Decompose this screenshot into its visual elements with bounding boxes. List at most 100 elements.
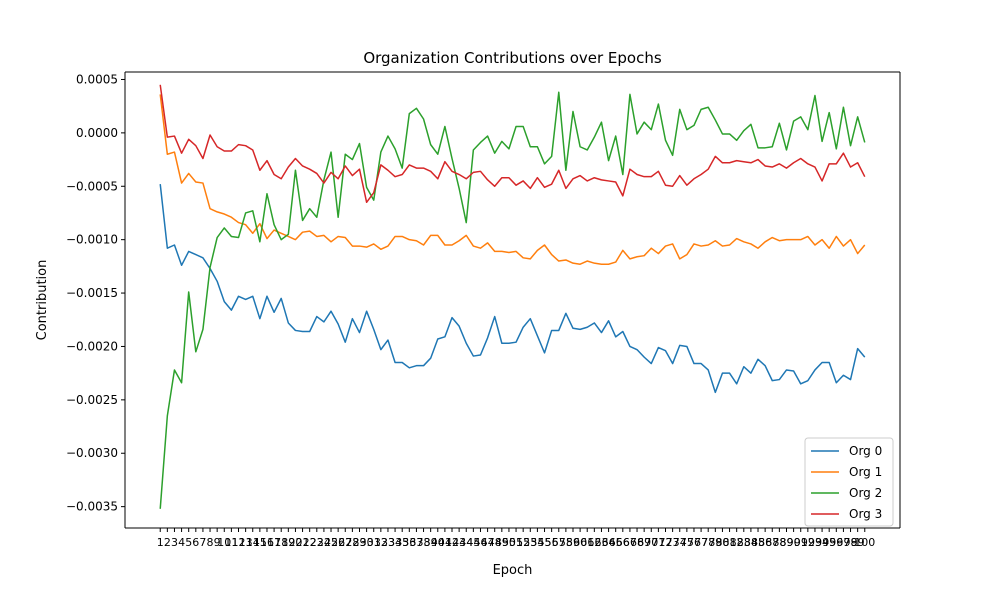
x-tick-label: 97 [836,536,850,549]
x-tick-label: 43 [452,536,466,549]
y-tick-label: 0.0005 [76,72,118,86]
x-tick-label: 80 [715,536,729,549]
x-tick-label: 52 [516,536,530,549]
x-tick-label: 18 [274,536,288,549]
axes-frame [124,71,901,529]
x-tick-label: 45 [466,536,480,549]
x-tick-label: 84 [744,536,758,549]
x-tick-label: 5 [185,536,192,549]
x-tick-label: 98 [844,536,858,549]
x-tick-label: 37 [409,536,423,549]
x-tick-label: 81 [723,536,737,549]
y-axis-label: Contribution [35,260,50,341]
x-tick-label: 70 [644,536,658,549]
x-tick-label: 10 [217,536,231,549]
x-tick-label: 15 [253,536,267,549]
x-tick-label: 17 [267,536,281,549]
x-tick-label: 82 [730,536,744,549]
x-tick-label: 91 [794,536,808,549]
y-tick-label: −0.0025 [66,393,118,407]
x-tick-label: 94 [815,536,829,549]
x-tick-label: 93 [808,536,822,549]
x-tick-label: 36 [402,536,416,549]
x-tick-label: 88 [772,536,786,549]
x-tick-label: 13 [239,536,253,549]
x-tick-label: 73 [666,536,680,549]
x-tick-label: 75 [680,536,694,549]
x-tick-label: 28 [345,536,359,549]
x-tick-label: 57 [552,536,566,549]
x-tick-label: 31 [367,536,381,549]
x-tick-label: 40 [431,536,445,549]
x-tick-label: 26 [331,536,345,549]
x-tick-label: 83 [737,536,751,549]
x-tick-label: 38 [417,536,431,549]
x-tick-label: 50 [502,536,516,549]
x-tick-label: 46 [473,536,487,549]
x-tick-label: 47 [481,536,495,549]
x-tick-label: 4 [178,536,185,549]
y-tick-label: −0.0010 [66,233,118,247]
x-tick-label: 65 [609,536,623,549]
x-tick-label: 56 [545,536,559,549]
x-tick-label: 95 [822,536,836,549]
x-tick-label: 7 [199,536,206,549]
x-tick-label: 29 [352,536,366,549]
x-tick-label: 44 [459,536,473,549]
x-tick-label: 87 [765,536,779,549]
x-tick-label: 39 [424,536,438,549]
x-tick-label: 8 [207,536,214,549]
x-tick-label: 99 [851,536,865,549]
y-ticks: 0.0005 0.0000 −0.0005 −0.0010 −0.0015 −0.0020… [66,72,125,514]
x-tick-label: 63 [594,536,608,549]
x-tick-label: 96 [829,536,843,549]
x-tick-label: 35 [395,536,409,549]
chart-title: Organization Contributions over Epochs [363,49,662,67]
x-tick-label: 27 [338,536,352,549]
x-tick-label: 55 [538,536,552,549]
x-tick-label: 1 [157,536,164,549]
x-tick-label: 74 [673,536,687,549]
y-tick-label: −0.0035 [66,500,118,514]
legend-box [804,437,894,527]
x-tick-label: 16 [260,536,274,549]
x-tick-label: 68 [630,536,644,549]
series-line-org-0 [159,184,866,394]
legend-label-org-3: Org 3 [849,507,882,521]
series-line-org-2 [159,91,866,509]
x-tick-label: 90 [787,536,801,549]
x-tick-label: 11 [224,536,238,549]
y-tick-label: −0.0030 [66,446,118,460]
x-tick-label: 22 [303,536,317,549]
x-tick-label: 72 [659,536,673,549]
x-tick-label: 62 [587,536,601,549]
x-tick-label: 86 [758,536,772,549]
x-tick-label: 2 [164,536,171,549]
legend: Org 0 Org 1 Org 2 Org 3 [804,437,894,527]
x-tick-label: 9 [214,536,221,549]
y-tick-label: 0.0000 [76,126,118,140]
series-line-org-3 [159,84,866,204]
x-tick-label: 71 [651,536,665,549]
x-tick-label: 33 [381,536,395,549]
x-tick-label: 67 [623,536,637,549]
x-tick-label: 59 [566,536,580,549]
x-tick-label: 89 [779,536,793,549]
x-tick-label: 69 [637,536,651,549]
x-tick-label: 78 [701,536,715,549]
x-tick-label: 61 [580,536,594,549]
legend-label-org-1: Org 1 [849,465,882,479]
x-tick-label: 48 [488,536,502,549]
x-tick-label: 24 [317,536,331,549]
x-tick-label: 54 [530,536,544,549]
x-ticks: 1 2 3 4 5 6 7 8 91011121314151617181920212223242… [157,528,875,549]
x-tick-label: 77 [694,536,708,549]
x-tick-label: 32 [374,536,388,549]
x-tick-label: 58 [559,536,573,549]
x-tick-label: 64 [602,536,616,549]
x-tick-label: 14 [246,536,260,549]
x-tick-label: 60 [573,536,587,549]
series-layer [159,84,866,509]
x-tick-label: 53 [523,536,537,549]
